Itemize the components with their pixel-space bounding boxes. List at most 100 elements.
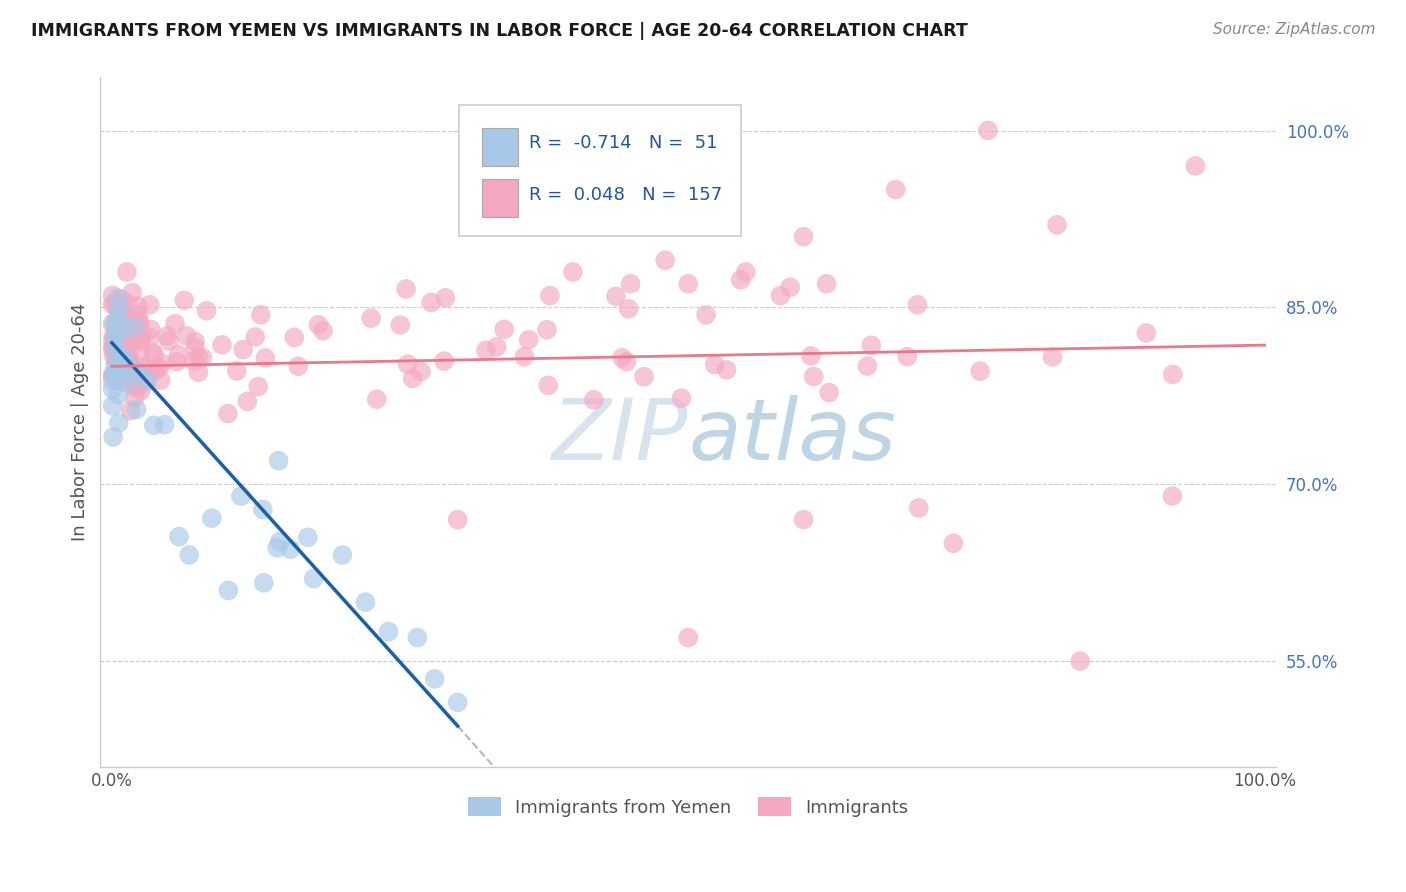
- Point: [253, 575, 276, 590]
- Point: [676, 277, 699, 291]
- Point: [896, 350, 918, 364]
- Point: [297, 530, 319, 544]
- Point: [907, 298, 929, 312]
- Point: [103, 367, 125, 381]
- Point: [217, 583, 239, 598]
- Point: [105, 326, 128, 341]
- Point: [117, 352, 139, 367]
- Point: [149, 373, 172, 387]
- Point: [1069, 654, 1091, 668]
- Point: [485, 340, 508, 354]
- Point: [716, 363, 738, 377]
- Point: [103, 329, 125, 343]
- Point: [266, 541, 288, 555]
- Point: [420, 295, 443, 310]
- Point: [1161, 489, 1184, 503]
- Point: [107, 291, 129, 305]
- Point: [101, 399, 124, 413]
- Point: [128, 314, 150, 328]
- Point: [157, 334, 180, 348]
- Point: [287, 359, 309, 374]
- Point: [792, 229, 814, 244]
- Point: [616, 355, 638, 369]
- Point: [201, 511, 224, 525]
- Point: [183, 354, 205, 368]
- Point: [167, 348, 190, 362]
- Point: [517, 333, 540, 347]
- Point: [360, 311, 382, 326]
- Point: [184, 341, 207, 355]
- Point: [125, 376, 148, 391]
- Text: atlas: atlas: [688, 394, 896, 477]
- Legend: Immigrants from Yemen, Immigrants: Immigrants from Yemen, Immigrants: [461, 790, 915, 824]
- Point: [633, 369, 655, 384]
- Point: [884, 182, 907, 196]
- Point: [769, 288, 792, 302]
- Point: [120, 332, 142, 346]
- Point: [969, 364, 991, 378]
- Point: [538, 288, 561, 302]
- Point: [179, 548, 201, 562]
- Point: [703, 358, 725, 372]
- Point: [582, 392, 605, 407]
- Point: [115, 355, 138, 369]
- Point: [815, 277, 838, 291]
- Point: [128, 365, 150, 379]
- Point: [108, 326, 131, 341]
- Point: [280, 542, 302, 557]
- Point: [125, 402, 148, 417]
- Point: [143, 348, 166, 362]
- Point: [191, 351, 214, 365]
- Point: [610, 351, 633, 365]
- Point: [711, 194, 734, 209]
- FancyBboxPatch shape: [458, 105, 741, 236]
- Point: [104, 333, 127, 347]
- Point: [131, 331, 153, 345]
- Point: [118, 324, 141, 338]
- Point: [142, 364, 165, 378]
- Point: [150, 356, 173, 370]
- Point: [818, 385, 841, 400]
- Point: [619, 277, 641, 291]
- Point: [108, 301, 131, 316]
- Point: [128, 379, 150, 393]
- Point: [187, 351, 209, 365]
- Point: [122, 361, 145, 376]
- Point: [111, 350, 134, 364]
- Point: [139, 322, 162, 336]
- Point: [401, 371, 423, 385]
- Point: [117, 324, 139, 338]
- Point: [166, 355, 188, 369]
- Point: [475, 343, 498, 358]
- Point: [211, 338, 233, 352]
- Point: [447, 695, 470, 709]
- Point: [122, 379, 145, 393]
- Point: [396, 357, 419, 371]
- Point: [139, 298, 162, 312]
- Point: [120, 313, 142, 327]
- Point: [104, 343, 127, 357]
- Point: [128, 308, 150, 322]
- Point: [129, 384, 152, 398]
- Point: [114, 310, 136, 325]
- Point: [165, 317, 187, 331]
- Point: [122, 375, 145, 389]
- Point: [101, 368, 124, 383]
- Point: [283, 330, 305, 344]
- Point: [354, 595, 377, 609]
- Point: [537, 378, 560, 392]
- Point: [117, 355, 139, 369]
- Point: [132, 360, 155, 375]
- Point: [605, 289, 627, 303]
- Point: [494, 322, 516, 336]
- Point: [112, 335, 135, 350]
- FancyBboxPatch shape: [482, 178, 517, 217]
- Point: [254, 351, 277, 365]
- Point: [101, 334, 124, 349]
- Point: [121, 285, 143, 300]
- Point: [101, 368, 124, 383]
- Point: [129, 334, 152, 349]
- Point: [111, 365, 134, 379]
- Point: [423, 672, 446, 686]
- Point: [132, 359, 155, 374]
